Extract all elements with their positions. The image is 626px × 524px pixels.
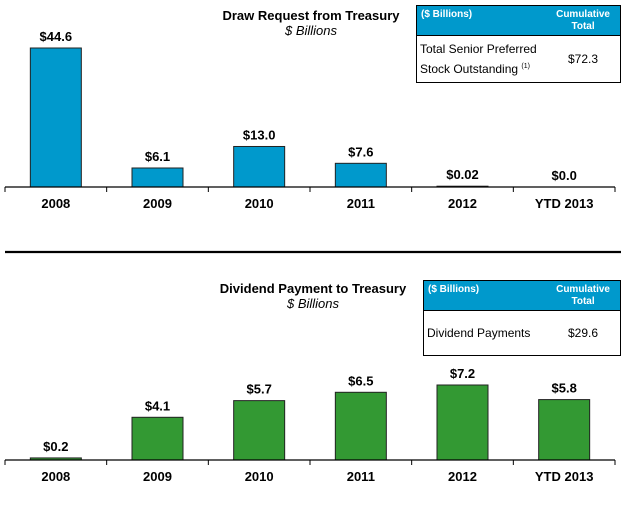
dividend-summary-table: ($ Billions) Cumulative Total Dividend P… <box>423 280 621 356</box>
draw-chart-subtitle: $ Billions <box>284 23 338 38</box>
cumulative-label: Cumulative <box>556 284 610 295</box>
cumulative-label: Cumulative <box>556 9 610 20</box>
draw-request-chart: Draw Request from Treasury $ Billions $4… <box>4 8 616 211</box>
draw-bar <box>29 47 82 188</box>
dividend-category-label: 2011 <box>347 469 375 484</box>
dividend-data-label: $5.7 <box>247 382 272 397</box>
draw-data-label: $6.1 <box>145 149 170 164</box>
draw-bar <box>233 145 286 188</box>
total-label: Total <box>571 296 595 307</box>
dividend-data-label: $5.8 <box>552 381 577 396</box>
dividend-summary-header: ($ Billions) Cumulative Total <box>424 281 620 311</box>
dividend-summary-cumulative-header: Cumulative Total <box>556 284 610 308</box>
dividend-bar <box>334 391 387 461</box>
dividend-payment-chart: Dividend Payment to Treasury $ Billions … <box>4 281 616 484</box>
row-label-line2: Stock Outstanding <box>420 62 519 76</box>
dividend-category-label: 2008 <box>41 469 70 484</box>
row-label-line1: Total Senior Preferred <box>420 42 537 56</box>
dividend-summary-row-label: Dividend Payments <box>427 326 531 340</box>
dividend-chart-subtitle: $ Billions <box>286 296 340 311</box>
draw-summary-table: ($ Billions) Cumulative Total Total Seni… <box>416 5 621 83</box>
dividend-category-label: 2009 <box>143 469 172 484</box>
draw-data-label: $13.0 <box>243 127 276 142</box>
draw-summary-header: ($ Billions) Cumulative Total <box>417 6 620 36</box>
dividend-bar <box>233 400 286 461</box>
draw-bar <box>131 167 184 188</box>
draw-summary-row: Total Senior Preferred Stock Outstanding… <box>417 36 620 82</box>
dividend-chart-title: Dividend Payment to Treasury <box>220 281 407 296</box>
draw-summary-unit: ($ Billions) <box>421 9 473 20</box>
draw-data-label: $44.6 <box>40 29 73 44</box>
dividend-summary-unit: ($ Billions) <box>428 284 480 295</box>
draw-category-label: YTD 2013 <box>535 196 594 211</box>
dividend-category-label: YTD 2013 <box>535 469 594 484</box>
dividend-data-label: $6.5 <box>348 373 373 388</box>
draw-category-label: 2011 <box>347 196 375 211</box>
dividend-bar <box>436 384 489 461</box>
draw-summary-value: $72.3 <box>567 52 598 66</box>
dividend-summary-value: $29.6 <box>567 326 598 340</box>
draw-summary-row-label: Total Senior Preferred Stock Outstanding… <box>417 40 537 78</box>
draw-category-label: 2009 <box>143 196 172 211</box>
draw-category-label: 2010 <box>245 196 274 211</box>
draw-summary-cumulative-header: Cumulative Total <box>556 9 610 33</box>
dividend-bar <box>538 399 591 461</box>
draw-category-label: 2008 <box>41 196 70 211</box>
draw-data-label: $7.6 <box>348 144 373 159</box>
draw-data-label: $0.02 <box>446 167 479 182</box>
dividend-data-label: $4.1 <box>145 398 170 413</box>
draw-chart-title: Draw Request from Treasury <box>222 8 400 23</box>
dividend-bar <box>131 416 184 461</box>
draw-data-label: $0.0 <box>552 168 577 183</box>
dividend-data-label: $0.2 <box>43 439 68 454</box>
draw-bar <box>334 162 387 188</box>
total-label: Total <box>571 21 595 32</box>
dividend-summary-row: Dividend Payments $29.6 <box>424 311 620 355</box>
dividend-category-label: 2010 <box>245 469 274 484</box>
dividend-category-label: 2012 <box>448 469 477 484</box>
dividend-data-label: $7.2 <box>450 366 475 381</box>
draw-category-label: 2012 <box>448 196 477 211</box>
footnote-marker: (1) <box>521 63 530 70</box>
